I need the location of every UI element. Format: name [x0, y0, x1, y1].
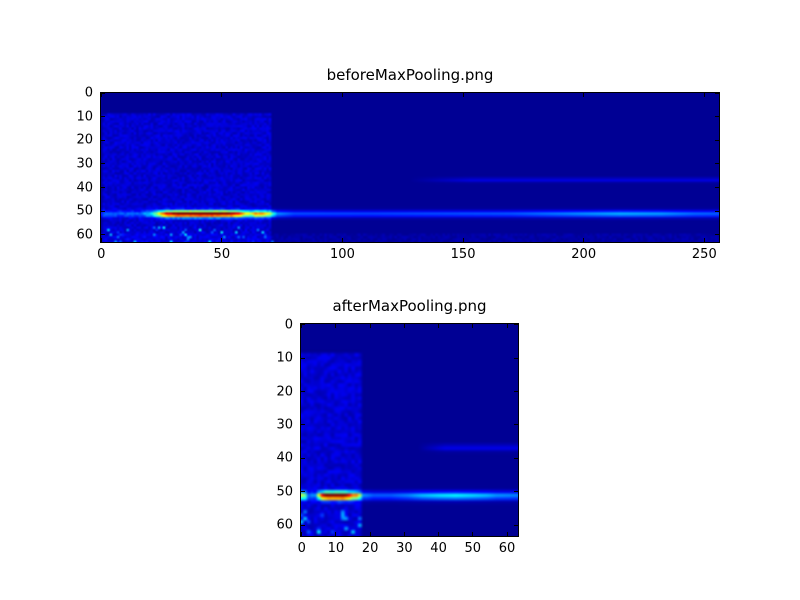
tick-mark-x-bottom — [462, 238, 464, 242]
tick-mark-x-bottom — [341, 238, 343, 242]
tick-mark-x-bottom — [438, 532, 440, 536]
tick-mark-x-top — [341, 93, 343, 97]
tick-mark-y-right — [514, 457, 518, 459]
tick-mark-y-left — [101, 187, 105, 189]
tick-mark-y-left — [101, 163, 105, 165]
tick-mark-x-top — [438, 324, 440, 328]
subplot-after-maxpooling: afterMaxPooling.png 0 10 20 30 40 50 60 0 10 20 30… — [276, 297, 519, 556]
subplot-before-maxpooling: beforeMaxPooling.png 0 50 100 150 200 250 0 10 2… — [76, 66, 720, 262]
tick-mark-y-left — [101, 116, 105, 118]
tick-mark-x-bottom — [403, 532, 405, 536]
x-tick-label: 0 — [97, 247, 106, 262]
tick-mark-x-bottom — [472, 532, 474, 536]
x-tick-label: 250 — [691, 247, 717, 262]
x-tick-label: 60 — [498, 541, 516, 556]
heatmap-image-after — [300, 323, 519, 537]
y-tick-label: 50 — [76, 203, 93, 219]
tick-mark-y-right — [514, 391, 518, 393]
tick-mark-y-left — [101, 210, 105, 212]
tick-mark-x-bottom — [100, 238, 102, 242]
y-tick-label: 20 — [276, 384, 293, 400]
x-tick-label: 30 — [396, 541, 413, 556]
tick-mark-y-left — [101, 139, 105, 141]
y-tick-label: 10 — [276, 350, 293, 366]
tick-mark-x-top — [462, 93, 464, 97]
tick-mark-y-left — [101, 234, 105, 236]
x-tick-label: 20 — [361, 541, 379, 556]
tick-mark-x-top — [335, 324, 337, 328]
tick-mark-x-bottom — [301, 532, 303, 536]
tick-mark-y-right — [715, 92, 719, 94]
x-tick-label: 50 — [213, 247, 231, 262]
tick-mark-y-left — [301, 324, 305, 326]
tick-mark-x-bottom — [335, 532, 337, 536]
tick-mark-y-right — [715, 210, 719, 212]
tick-mark-y-left — [301, 424, 305, 426]
tick-mark-x-top — [369, 324, 371, 328]
tick-mark-y-right — [514, 524, 518, 526]
tick-mark-x-top — [472, 324, 474, 328]
y-tick-label: 0 — [284, 317, 293, 333]
tick-mark-y-right — [715, 163, 719, 165]
tick-mark-y-right — [715, 139, 719, 141]
tick-mark-x-top — [100, 93, 102, 97]
tick-mark-x-bottom — [221, 238, 223, 242]
x-tick-label: 150 — [450, 247, 476, 262]
y-tick-label: 40 — [76, 180, 93, 196]
tick-mark-y-right — [715, 187, 719, 189]
y-tick-label: 60 — [76, 227, 93, 243]
tick-mark-x-top — [301, 324, 303, 328]
tick-mark-y-left — [301, 524, 305, 526]
tick-mark-y-left — [301, 357, 305, 359]
heatmap-image-before — [100, 92, 720, 243]
tick-mark-x-bottom — [369, 532, 371, 536]
tick-mark-x-top — [403, 324, 405, 328]
tick-mark-y-right — [514, 357, 518, 359]
tick-mark-x-top — [221, 93, 223, 97]
tick-mark-x-bottom — [583, 238, 585, 242]
tick-mark-y-right — [514, 491, 518, 493]
y-tick-label: 10 — [76, 109, 93, 125]
x-tick-label: 0 — [297, 541, 306, 556]
y-tick-label: 30 — [276, 417, 293, 433]
tick-mark-y-left — [101, 92, 105, 94]
tick-mark-x-top — [506, 324, 508, 328]
y-tick-label: 50 — [276, 484, 293, 500]
x-tick-label: 100 — [330, 247, 355, 262]
tick-mark-x-top — [703, 93, 705, 97]
y-tick-label: 40 — [276, 450, 293, 466]
y-tick-label: 0 — [84, 85, 93, 101]
x-tick-label: 10 — [327, 541, 345, 556]
y-tick-label: 20 — [76, 132, 93, 148]
tick-mark-y-left — [301, 391, 305, 393]
plot-title-after: afterMaxPooling.png — [332, 297, 487, 315]
x-tick-label: 50 — [464, 541, 482, 556]
y-tick-label: 60 — [276, 517, 293, 533]
x-tick-label: 200 — [571, 247, 597, 262]
tick-mark-x-bottom — [703, 238, 705, 242]
tick-mark-y-left — [301, 457, 305, 459]
tick-mark-y-right — [514, 424, 518, 426]
tick-mark-y-right — [715, 234, 719, 236]
tick-mark-y-right — [715, 116, 719, 118]
y-tick-label: 30 — [76, 156, 93, 172]
tick-mark-x-bottom — [506, 532, 508, 536]
tick-mark-y-left — [301, 491, 305, 493]
plot-title-before: beforeMaxPooling.png — [326, 66, 494, 84]
tick-mark-x-top — [583, 93, 585, 97]
tick-mark-y-right — [514, 324, 518, 326]
x-tick-label: 40 — [430, 541, 447, 556]
